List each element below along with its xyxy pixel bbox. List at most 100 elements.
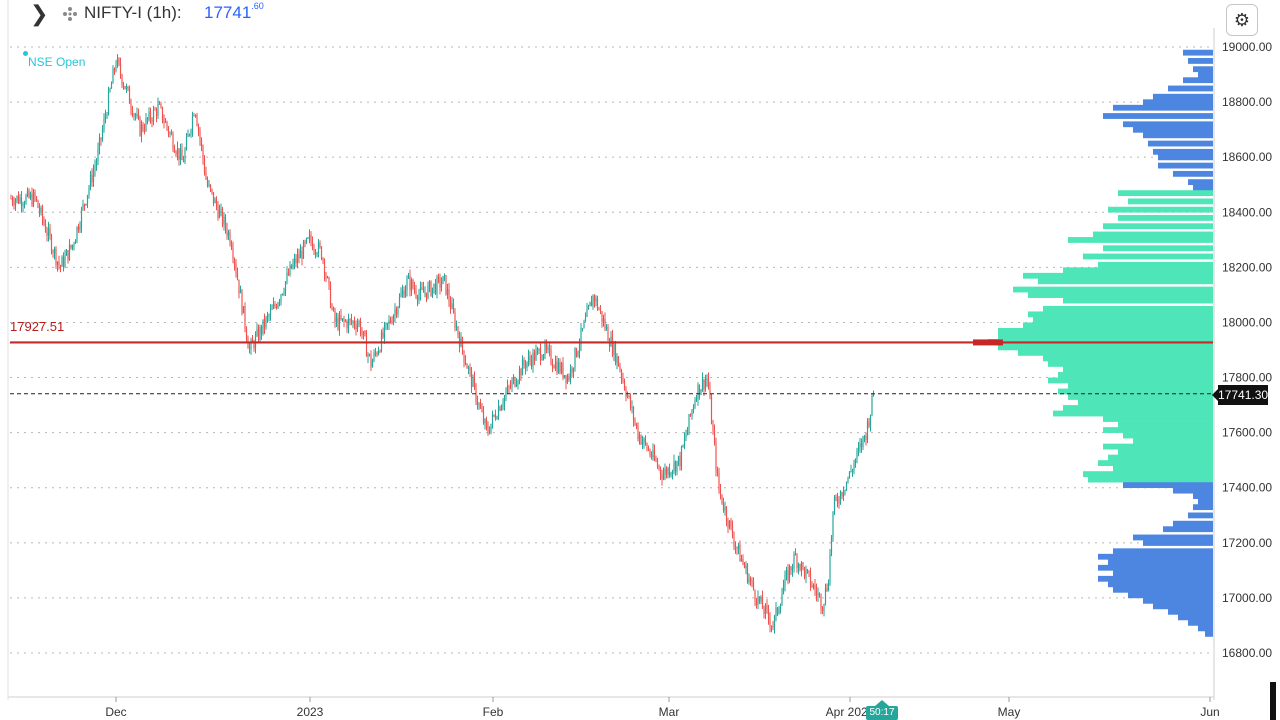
candle-body <box>724 507 726 511</box>
candle-body <box>194 115 197 117</box>
candle-body <box>826 588 828 591</box>
candle-body <box>439 277 441 288</box>
candle-body <box>25 195 27 204</box>
candle-body <box>530 360 533 367</box>
candle-body <box>497 406 500 419</box>
candle-body <box>794 554 797 556</box>
candle-body <box>844 489 846 493</box>
candle-body <box>638 435 641 440</box>
candle-body <box>860 443 863 448</box>
candle-body <box>32 192 35 206</box>
candle-body <box>853 463 855 471</box>
x-tick-label: Mar <box>659 705 680 719</box>
candle-body <box>392 315 395 323</box>
candle-body <box>59 265 62 267</box>
last-price-fraction: .60 <box>251 1 264 11</box>
candle-body <box>715 442 717 471</box>
candle-body <box>200 139 203 147</box>
chevron-right-icon[interactable]: ❯ <box>30 2 49 27</box>
candle-body <box>608 340 611 347</box>
candle-body <box>320 246 323 260</box>
grid-lines <box>10 46 1213 654</box>
candle-body <box>637 426 639 440</box>
candle-body <box>10 198 12 200</box>
volume-profile-bar <box>1083 471 1213 478</box>
candle-body <box>398 296 401 307</box>
candle-body <box>805 569 807 578</box>
candle-body <box>788 566 791 581</box>
candle-body <box>197 125 200 131</box>
volume-profile-bar <box>1178 614 1213 621</box>
candle-body <box>347 319 350 329</box>
candle-body <box>508 386 510 388</box>
candle-body <box>619 366 621 371</box>
candle-body <box>361 333 363 335</box>
candle-body <box>164 121 167 123</box>
candle-body <box>314 250 317 255</box>
candle-body <box>83 204 86 206</box>
volume-profile-bar <box>1103 443 1213 450</box>
candle-body <box>733 536 735 547</box>
candle-body <box>428 281 431 286</box>
candle-body <box>593 295 596 302</box>
candle-body <box>205 172 207 180</box>
candle-body <box>112 68 114 84</box>
candle-body <box>38 207 41 213</box>
candle-body <box>832 511 834 538</box>
candle-body <box>104 115 107 119</box>
candle-body <box>781 594 783 606</box>
candle-body <box>35 196 38 201</box>
y-tick-label: 18600.00 <box>1222 150 1272 164</box>
candle-body <box>835 497 837 499</box>
gear-icon[interactable]: ⚙ <box>1226 4 1258 36</box>
candle-body <box>607 327 609 341</box>
candle-body <box>803 567 806 578</box>
candle-body <box>235 264 237 274</box>
candle-body <box>76 226 78 241</box>
candle-body <box>769 618 771 627</box>
candle-body <box>431 287 434 296</box>
price-axis[interactable]: 19000.00 18800.00 18600.00 18400.00 18200.00… <box>1222 40 1272 660</box>
candle-body <box>524 364 527 369</box>
candle-body <box>869 414 872 427</box>
candle-body <box>605 327 608 329</box>
candle-body <box>706 378 708 381</box>
candle-body <box>580 328 582 345</box>
symbol-title[interactable]: NIFTY-I (1h): <box>84 3 182 22</box>
candle-body <box>620 370 623 378</box>
candle-body <box>389 320 392 323</box>
candle-body <box>548 348 551 350</box>
candle-body <box>179 149 182 160</box>
candle-body <box>622 377 624 381</box>
candle-body <box>652 449 654 458</box>
candle-body <box>641 442 644 445</box>
candle-body <box>247 338 249 349</box>
volume-profile-bar <box>1043 305 1213 312</box>
candle-body <box>740 558 743 562</box>
candle-body <box>838 502 840 504</box>
candle-body <box>734 546 737 548</box>
volume-profile-bar <box>1113 570 1213 577</box>
candle-body <box>149 111 152 120</box>
time-axis[interactable]: Dec 2023 Feb Mar Apr 2023 May Jun <box>105 697 1220 719</box>
candle-body <box>739 544 741 562</box>
volume-profile-bar <box>1063 297 1213 304</box>
volume-profile-bar <box>1188 512 1213 519</box>
bar-countdown-tag: 50:17 <box>866 700 898 720</box>
candle-body <box>175 152 177 155</box>
candle-body <box>187 134 189 138</box>
candle-body <box>358 321 360 325</box>
volume-profile-bar <box>1113 104 1213 111</box>
candle-body <box>292 263 294 269</box>
candle-body <box>116 58 119 66</box>
candle-body <box>476 401 479 405</box>
candle-body <box>698 384 701 395</box>
candle-body <box>89 174 92 188</box>
candle-body <box>211 189 213 192</box>
volume-profile-bar <box>1108 206 1213 213</box>
candle-body <box>782 586 785 595</box>
volume-profile-bar <box>1168 608 1213 615</box>
candle-body <box>239 290 242 294</box>
candle-body <box>515 384 518 387</box>
